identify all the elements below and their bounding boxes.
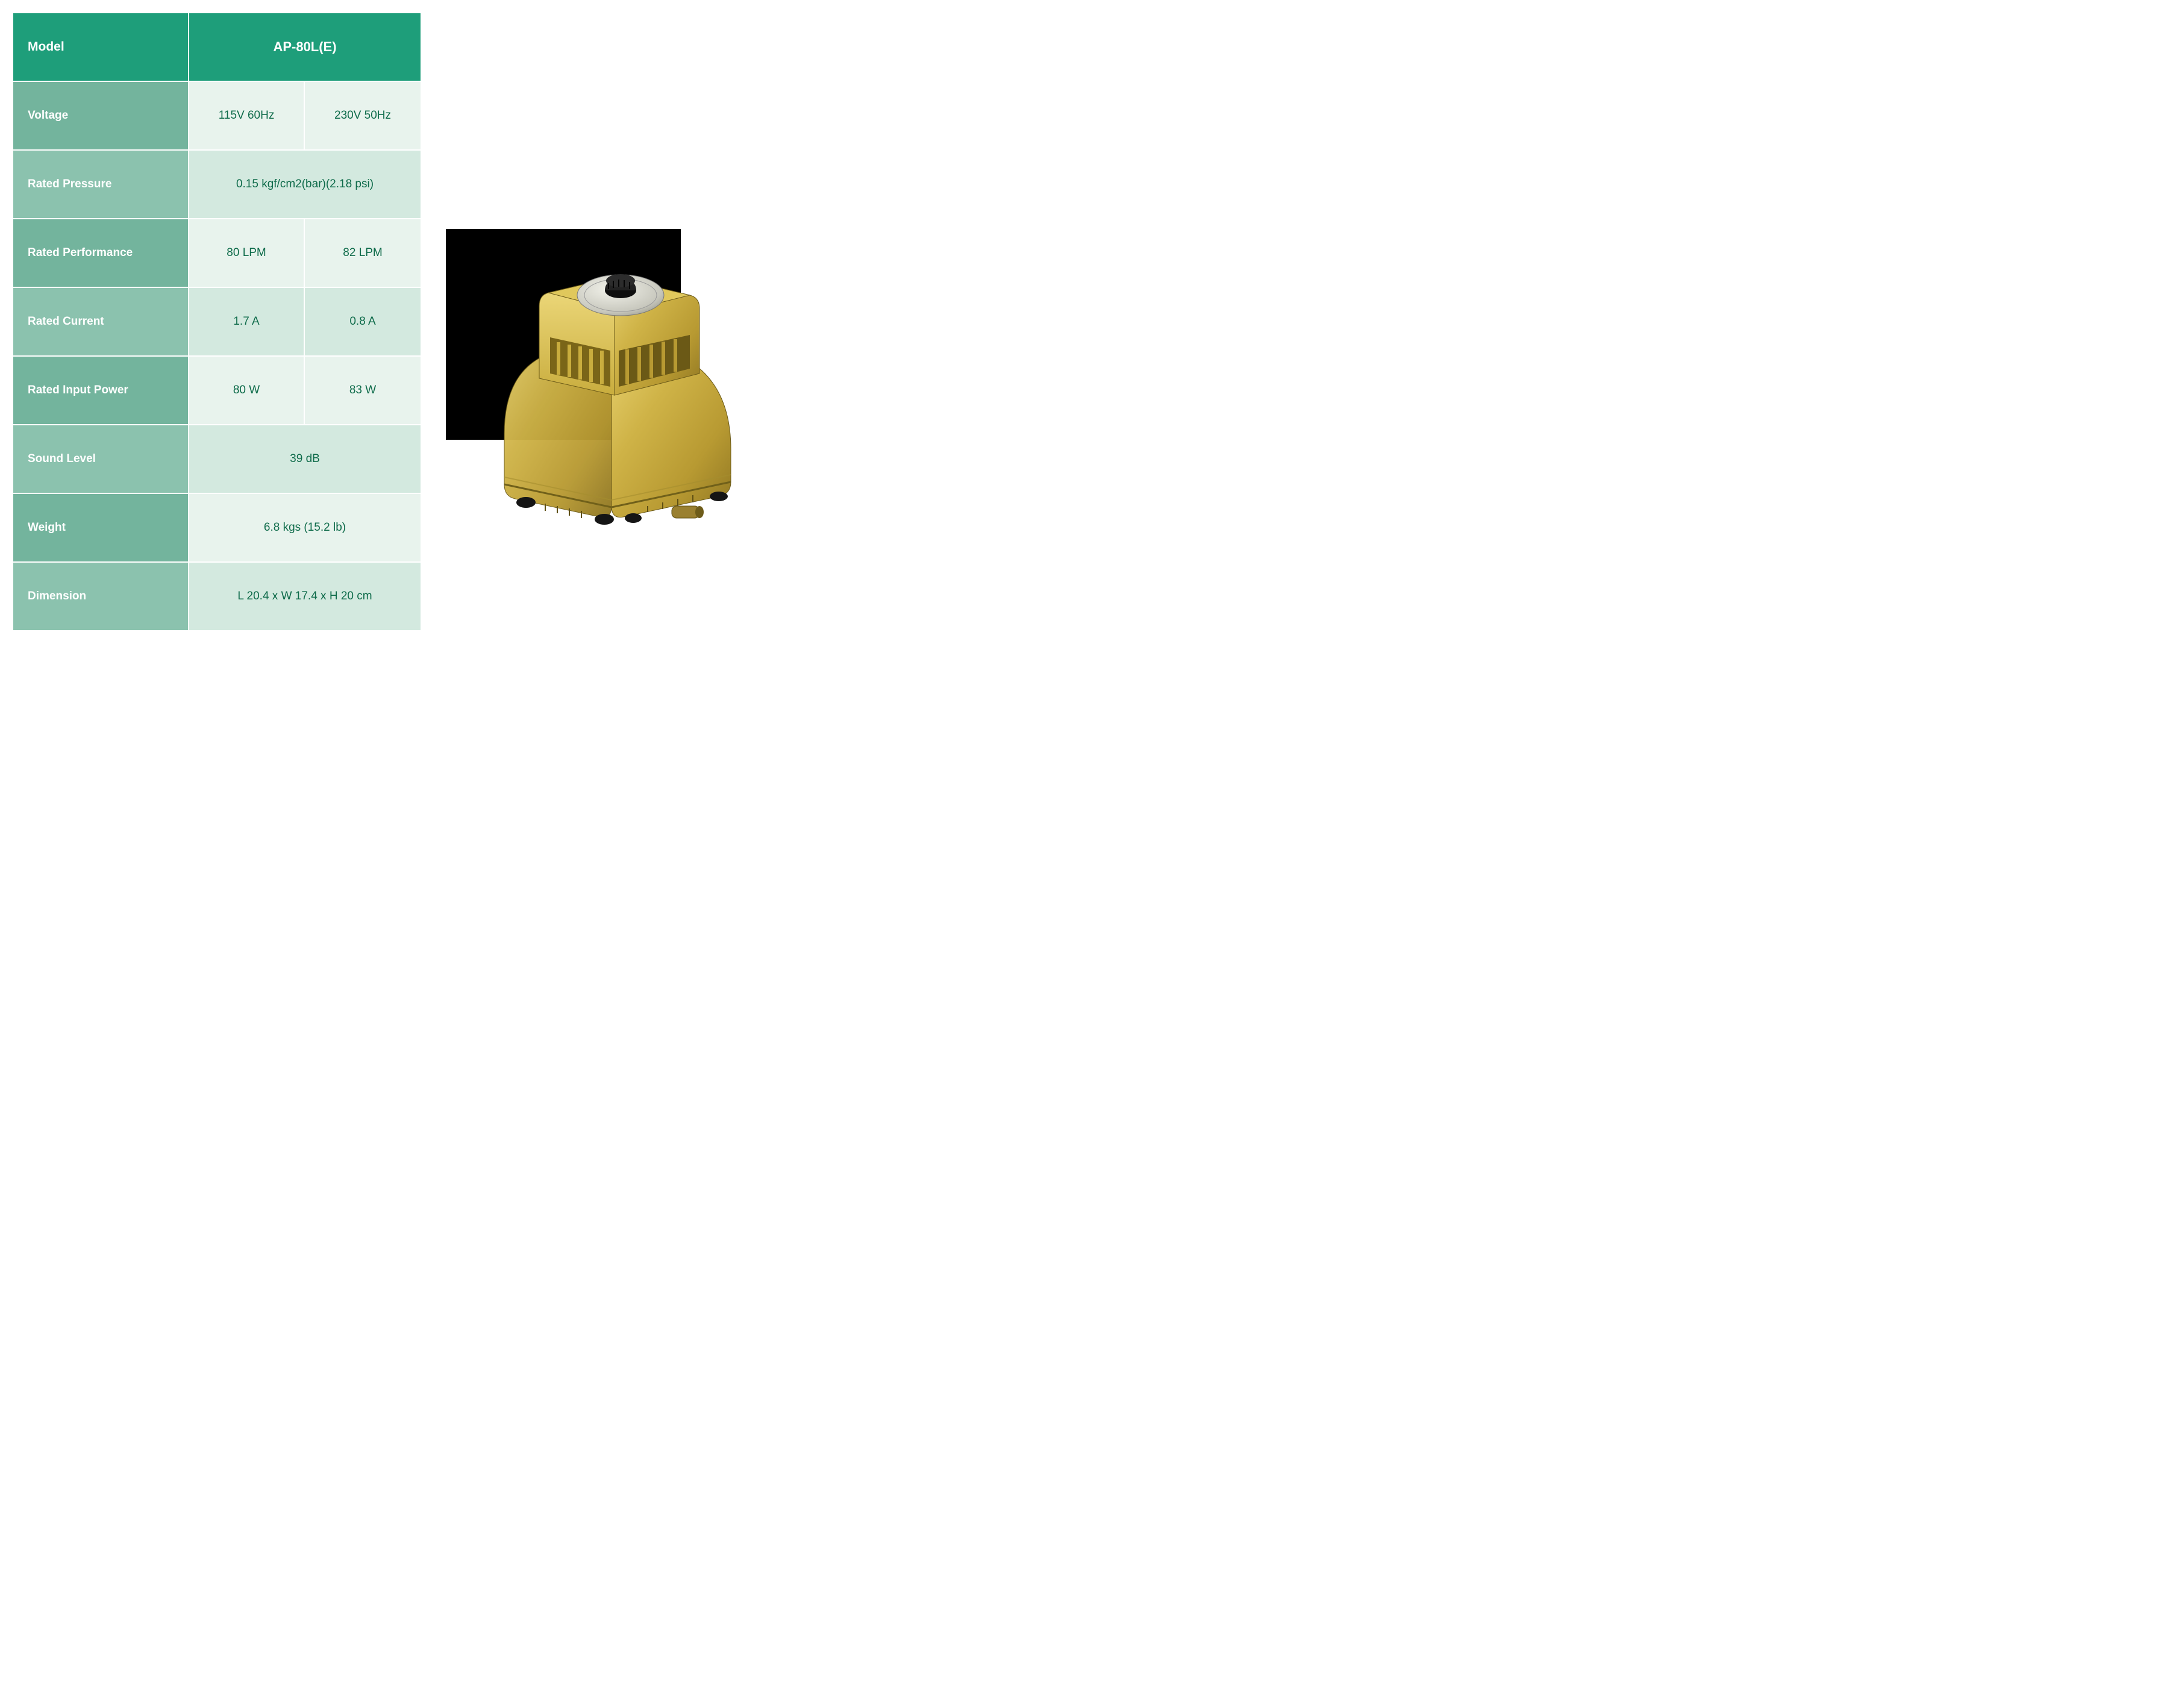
row-label: Rated Current bbox=[13, 288, 188, 355]
row-label: Rated Input Power bbox=[13, 357, 188, 424]
table-row: Rated Pressure0.15 kgf/cm2(bar)(2.18 psi… bbox=[13, 151, 421, 218]
row-value: 0.15 kgf/cm2(bar)(2.18 psi) bbox=[189, 151, 421, 218]
header-value: AP-80L(E) bbox=[189, 13, 421, 81]
row-value-2: 0.8 A bbox=[305, 288, 421, 355]
row-value-2: 83 W bbox=[305, 357, 421, 424]
row-value-1: 1.7 A bbox=[189, 288, 304, 355]
row-value: 39 dB bbox=[189, 425, 421, 493]
pump-illustration bbox=[491, 253, 744, 530]
row-label: Rated Performance bbox=[13, 219, 188, 287]
row-label: Sound Level bbox=[13, 425, 188, 493]
row-label: Dimension bbox=[13, 563, 188, 630]
row-value-1: 80 W bbox=[189, 357, 304, 424]
row-label: Voltage bbox=[13, 82, 188, 149]
row-value-1: 80 LPM bbox=[189, 219, 304, 287]
table-row: Voltage115V 60Hz230V 50Hz bbox=[13, 82, 421, 149]
table-row: Rated Input Power80 W83 W bbox=[13, 357, 421, 424]
header-label: Model bbox=[13, 13, 188, 81]
row-value-2: 230V 50Hz bbox=[305, 82, 421, 149]
spec-table: Model AP-80L(E) Voltage115V 60Hz230V 50H… bbox=[12, 12, 422, 631]
table-row: Rated Current1.7 A0.8 A bbox=[13, 288, 421, 355]
table-row: Sound Level39 dB bbox=[13, 425, 421, 493]
header-row: Model AP-80L(E) bbox=[13, 13, 421, 81]
table-row: DimensionL 20.4 x W 17.4 x H 20 cm bbox=[13, 563, 421, 630]
table-row: Weight6.8 kgs (15.2 lb) bbox=[13, 494, 421, 561]
row-label: Rated Pressure bbox=[13, 151, 188, 218]
row-value-2: 82 LPM bbox=[305, 219, 421, 287]
row-label: Weight bbox=[13, 494, 188, 561]
table-row: Rated Performance80 LPM82 LPM bbox=[13, 219, 421, 287]
row-value: L 20.4 x W 17.4 x H 20 cm bbox=[189, 563, 421, 630]
product-image-area bbox=[446, 229, 759, 554]
row-value-1: 115V 60Hz bbox=[189, 82, 304, 149]
row-value: 6.8 kgs (15.2 lb) bbox=[189, 494, 421, 561]
